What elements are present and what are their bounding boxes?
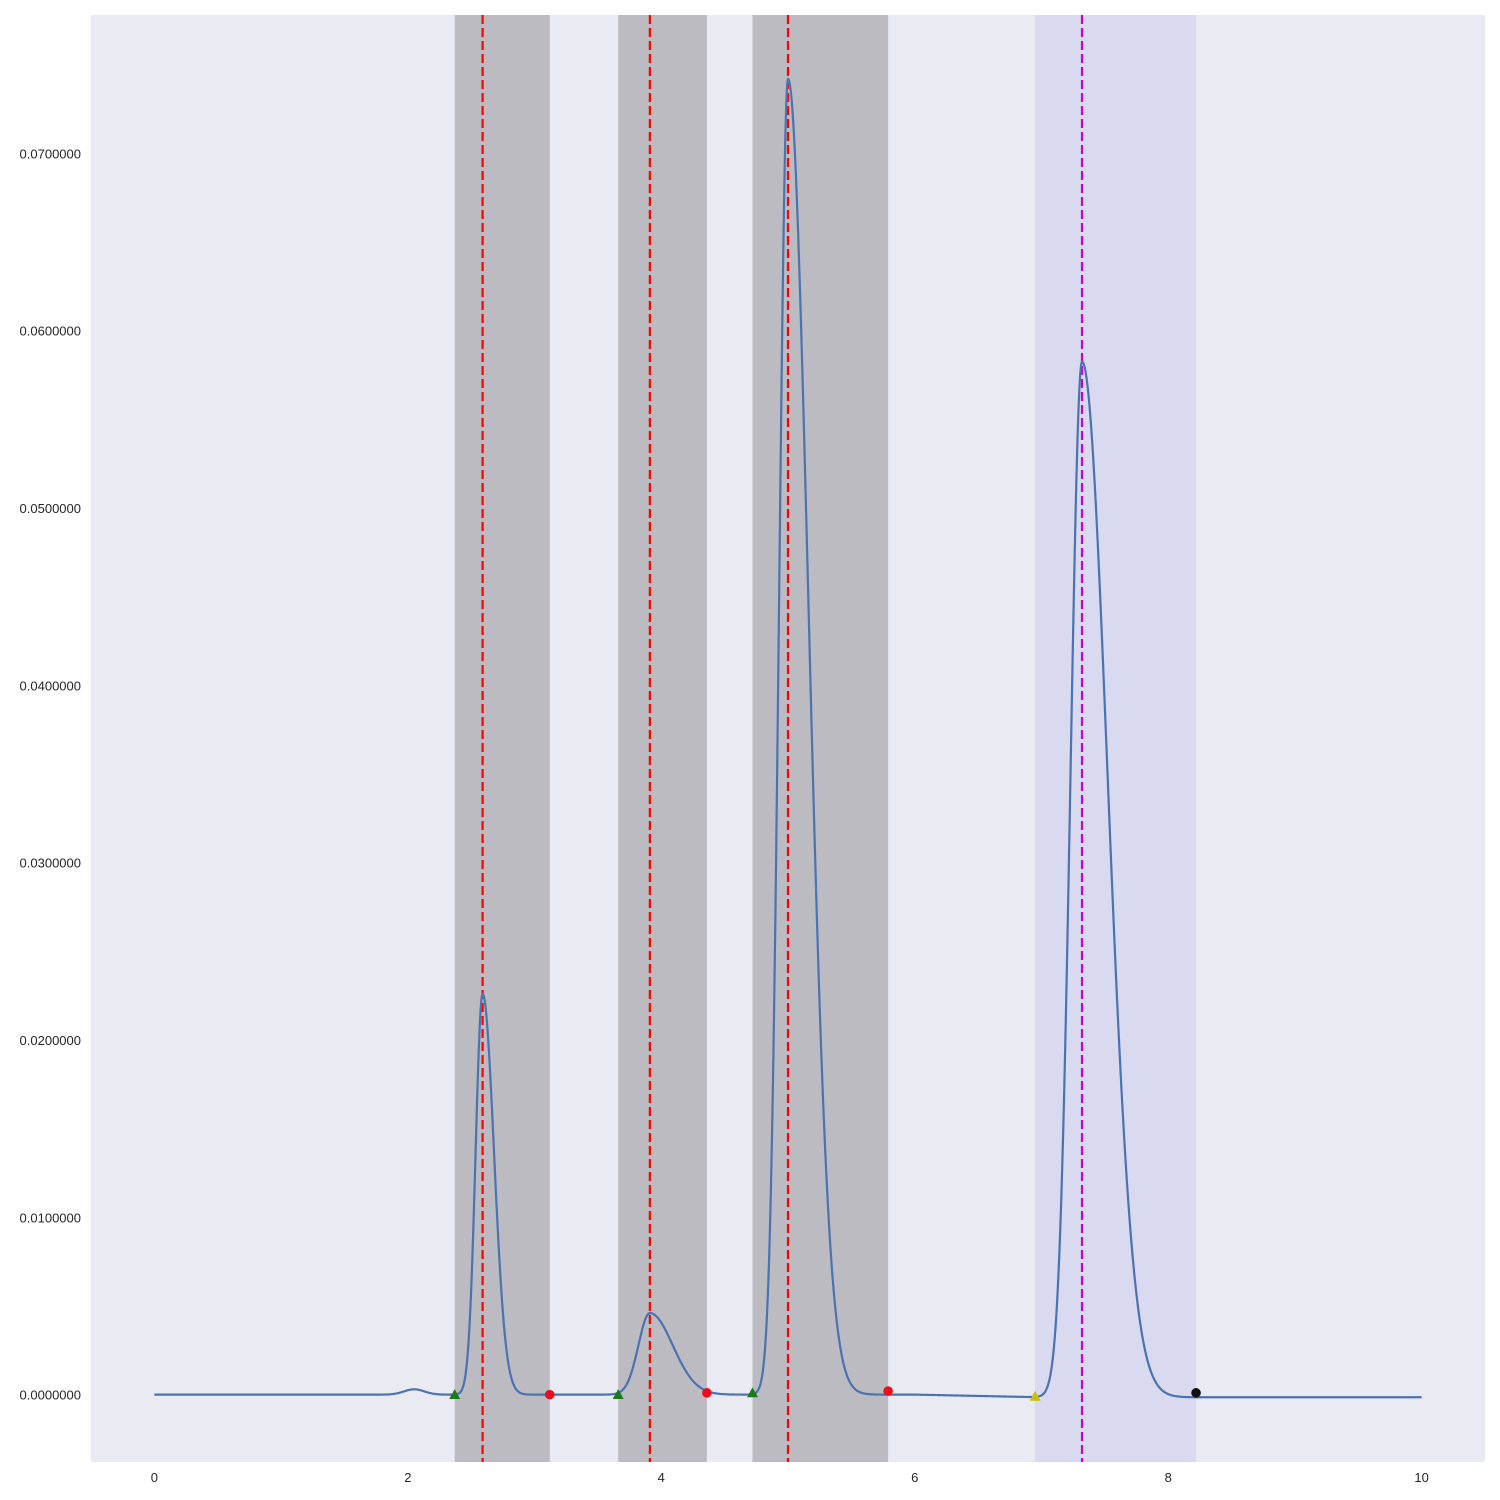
y-tick-label: 0.0400000 <box>20 678 81 693</box>
y-tick-label: 0.0300000 <box>20 856 81 871</box>
x-tick-label: 2 <box>404 1470 411 1485</box>
end-marker-4 <box>702 1388 712 1398</box>
shaded-region-3 <box>752 15 889 1462</box>
start-marker-5 <box>747 1387 759 1398</box>
start-marker-1 <box>449 1389 461 1400</box>
x-tick-label: 0 <box>151 1470 158 1485</box>
start-marker-7 <box>1029 1390 1041 1401</box>
y-tick-label: 0.0100000 <box>20 1210 81 1225</box>
end-marker-6 <box>883 1386 893 1396</box>
end-marker-8 <box>1191 1388 1201 1398</box>
x-tick-label: 6 <box>911 1470 918 1485</box>
boundary-markers <box>449 1386 1201 1401</box>
x-tick-label: 4 <box>658 1470 665 1485</box>
shaded-region-2 <box>618 15 707 1462</box>
x-tick-label: 8 <box>1165 1470 1172 1485</box>
shaded-region-1 <box>454 15 550 1462</box>
x-axis-ticks: 0 2 4 6 8 10 <box>151 1470 1429 1485</box>
shaded-regions <box>454 15 1197 1462</box>
chromatogram-line <box>153 77 1423 1399</box>
end-marker-2 <box>544 1389 555 1400</box>
y-tick-label: 0.0500000 <box>20 501 81 516</box>
y-tick-label: 0.0200000 <box>20 1033 81 1048</box>
y-tick-label: 0.0700000 <box>20 146 81 161</box>
y-axis-ticks: 0.0000000 0.0100000 0.0200000 0.0300000 0.04… <box>20 146 81 1402</box>
y-tick-label: 0.0600000 <box>20 324 81 339</box>
vertical-lines <box>481 15 1084 1462</box>
y-tick-label: 0.0000000 <box>20 1388 81 1403</box>
shaded-region-4 <box>1035 15 1197 1462</box>
series-lines <box>153 77 1423 1399</box>
x-tick-label: 10 <box>1414 1470 1428 1485</box>
start-marker-3 <box>612 1389 624 1400</box>
